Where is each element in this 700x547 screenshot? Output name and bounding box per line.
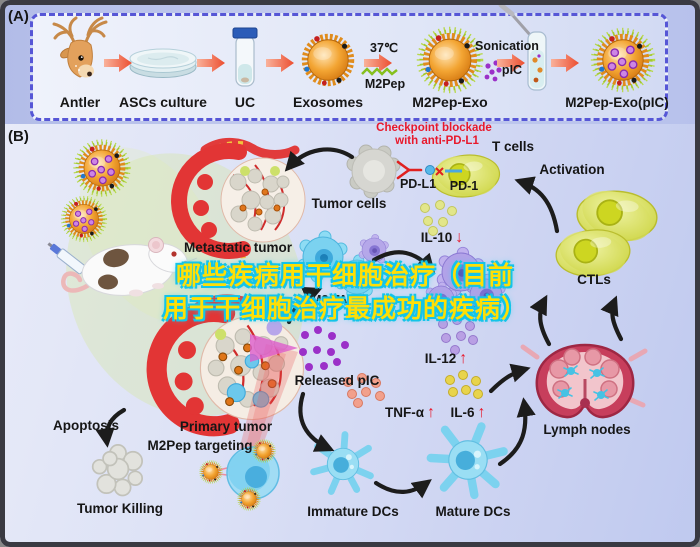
sonication-tube-icon — [498, 2, 547, 91]
flow-arrows — [95, 147, 624, 499]
anti-pd-l1-antibody-icon — [396, 160, 462, 180]
cytokine-il6: IL-6 ↑ — [450, 404, 485, 422]
label-t-cells: T cells — [491, 139, 535, 154]
il10-dots — [420, 200, 457, 236]
label-apoptosis: Apoptosis — [53, 418, 119, 433]
cytokine-il12: IL-12 ↑ — [425, 350, 468, 368]
exosome-icon — [304, 36, 351, 85]
label-immature-dcs: Immature DCs — [307, 504, 399, 519]
label-m2pep-exo: M2Pep-Exo — [412, 94, 488, 110]
il10-down-arrow-icon: ↓ — [455, 229, 464, 246]
tumor-cell-icon — [346, 144, 401, 199]
label-released-pic: Released pIC — [294, 373, 380, 388]
tnfa-dots — [343, 373, 385, 408]
red-arrow-icon — [266, 54, 294, 72]
label-sonication: Sonication — [475, 39, 539, 53]
panel-a-tag: (A) — [8, 8, 29, 25]
label-mature-dcs: Mature DCs — [435, 504, 511, 519]
label-m2pep-exo-pic: M2Pep-Exo(pIC) — [565, 95, 669, 110]
checkpoint-note-line2: with anti-PD-L1 — [395, 135, 479, 147]
label-antler: Antler — [59, 94, 101, 110]
label-pd-1: PD-1 — [449, 179, 479, 193]
label-ascs-culture: ASCs culture — [119, 94, 207, 110]
il6-dots — [445, 370, 483, 399]
m2pep-exosome-icon — [418, 28, 482, 92]
metastatic-tumor-illustration — [171, 138, 306, 259]
label-m2pep-targeting: M2Pep targeting — [147, 438, 253, 453]
centrifuge-tube-icon — [232, 27, 258, 87]
laser-beam-core — [242, 350, 286, 465]
petri-dish-icon — [129, 48, 197, 78]
tnfa-label: TNF-α — [384, 405, 425, 420]
t-cell-icon — [427, 144, 505, 208]
apoptotic-cell-icon — [91, 443, 144, 497]
mouse-icon — [61, 237, 198, 297]
pink-arrow-icon — [250, 334, 298, 362]
label-37c: 37℃ — [370, 41, 398, 55]
il10-label: IL-10 — [420, 230, 453, 245]
checkpoint-note-line1: Checkpoint blockade — [376, 122, 492, 134]
label-pic: pIC — [501, 63, 523, 77]
dc-mature-icon — [423, 415, 511, 503]
red-arrow-icon — [104, 54, 132, 72]
released-pic-dots — [299, 326, 349, 371]
red-arrow-icon — [197, 54, 225, 72]
label-pd-l1: PD-L1 — [399, 177, 437, 191]
label-lymph-nodes: Lymph nodes — [543, 422, 631, 437]
il12-up-arrow-icon: ↑ — [459, 350, 468, 367]
label-uc: UC — [234, 94, 256, 110]
primary-tumor-illustration — [146, 294, 305, 437]
lymph-node-icon — [520, 343, 648, 419]
label-activation: Activation — [539, 162, 605, 177]
il12-dots — [438, 315, 478, 355]
label-tumor-killing: Tumor Killing — [77, 501, 163, 516]
watermark-line1: 哪些疾病用干细胞治疗（目前 — [175, 262, 515, 290]
label-metastatic-tumor: Metastatic tumor — [183, 240, 293, 255]
red-arrow-icon — [551, 54, 579, 72]
label-m2pep: M2Pep — [364, 77, 406, 91]
m2pep-zigzag-icon — [361, 67, 398, 76]
label-primary-tumor: Primary tumor — [179, 419, 273, 434]
cytokine-tnfa: TNF-α ↑ — [385, 404, 435, 422]
deer-icon — [52, 16, 108, 78]
panel-b-tag: (B) — [8, 128, 29, 145]
label-ctls: CTLs — [577, 272, 611, 287]
label-exosomes: Exosomes — [292, 94, 364, 110]
label-tumor-cells: Tumor cells — [311, 196, 387, 211]
il6-up-arrow-icon: ↑ — [477, 404, 486, 421]
il12-label: IL-12 — [424, 351, 457, 366]
laser-beam — [236, 344, 298, 468]
cytokine-il10: IL-10 ↓ — [421, 229, 464, 247]
m2pep-targeting-cell — [198, 438, 280, 512]
m2pep-exo-pic-icon — [592, 29, 654, 91]
watermark-line2: 用于干细胞治疗最成功的疾病） — [162, 295, 528, 323]
tnfa-up-arrow-icon: ↑ — [427, 404, 436, 421]
il6-label: IL-6 — [450, 405, 475, 420]
